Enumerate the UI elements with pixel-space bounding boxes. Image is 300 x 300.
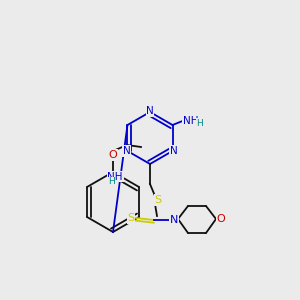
Text: N: N — [170, 215, 178, 225]
Text: H: H — [108, 177, 115, 186]
Text: NH: NH — [107, 172, 123, 182]
Text: N: N — [146, 106, 154, 116]
Text: H: H — [196, 118, 203, 127]
Text: N: N — [123, 146, 130, 156]
Text: O: O — [109, 150, 117, 160]
Text: S: S — [128, 213, 135, 223]
Text: O: O — [217, 214, 225, 224]
Text: S: S — [154, 195, 162, 205]
Text: N: N — [169, 146, 177, 156]
Text: NH: NH — [183, 116, 198, 126]
